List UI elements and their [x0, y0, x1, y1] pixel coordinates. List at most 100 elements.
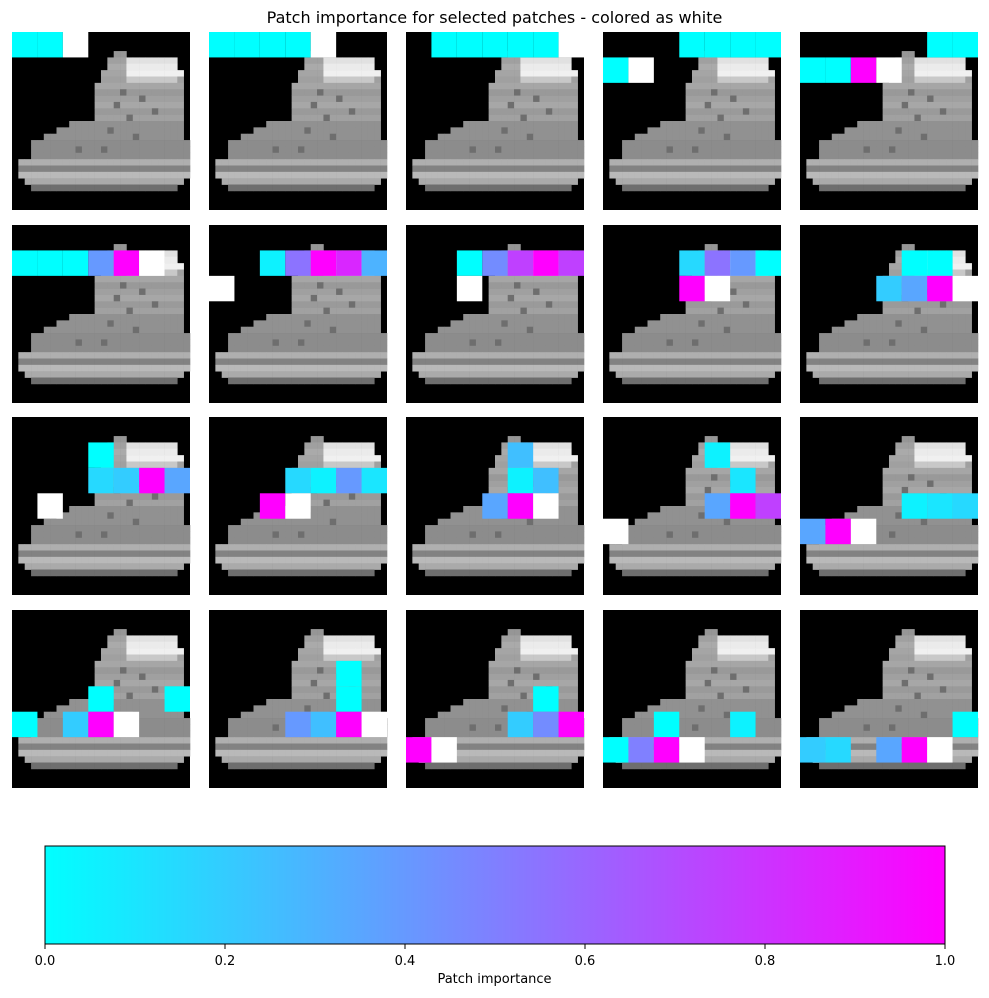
- image-pixel: [564, 95, 572, 103]
- image-pixel: [882, 121, 890, 128]
- image-pixel: [901, 95, 909, 103]
- image-pixel: [355, 377, 362, 385]
- image-pixel: [730, 364, 737, 372]
- image-pixel: [177, 282, 184, 289]
- image-pixel: [666, 326, 674, 334]
- image-pixel: [361, 275, 369, 283]
- image-pixel: [285, 345, 292, 353]
- image-pixel: [170, 140, 178, 147]
- image-pixel: [876, 133, 883, 141]
- image-pixel: [507, 152, 515, 160]
- image-pixel: [336, 57, 343, 65]
- image-pixel: [564, 371, 572, 378]
- image-pixel: [170, 550, 178, 558]
- image-pixel: [329, 184, 337, 192]
- image-pixel: [380, 531, 388, 539]
- image-pixel: [501, 377, 509, 385]
- image-pixel: [488, 288, 496, 296]
- image-pixel: [863, 320, 871, 328]
- image-pixel: [113, 314, 121, 321]
- image-pixel: [501, 282, 509, 289]
- image-pixel: [107, 57, 115, 65]
- image-pixel: [69, 358, 76, 366]
- image-pixel: [552, 301, 559, 308]
- image-pixel: [145, 288, 153, 296]
- image-pixel: [310, 499, 318, 507]
- image-pixel: [170, 70, 178, 77]
- image-pixel: [50, 531, 57, 539]
- image-pixel: [952, 82, 960, 90]
- image-pixel: [749, 333, 756, 340]
- image-pixel: [564, 474, 572, 481]
- image-pixel: [564, 294, 572, 302]
- image-pixel: [812, 165, 820, 173]
- image-pixel: [107, 146, 115, 154]
- image-pixel: [901, 333, 909, 340]
- image-pixel: [946, 171, 953, 179]
- image-pixel: [177, 121, 184, 128]
- image-pixel: [933, 121, 941, 128]
- image-pixel: [755, 165, 763, 173]
- image-pixel: [507, 63, 515, 71]
- image-pixel: [342, 333, 350, 340]
- image-pixel: [177, 89, 184, 96]
- image-pixel: [469, 140, 477, 147]
- image-pixel: [298, 70, 305, 77]
- image-pixel: [939, 127, 947, 135]
- image-pixel: [857, 171, 864, 179]
- image-pixel: [711, 171, 718, 179]
- panel-13: [406, 417, 585, 595]
- image-pixel: [545, 320, 553, 328]
- image-pixel: [310, 294, 318, 302]
- image-pixel: [253, 152, 261, 160]
- image-pixel: [463, 333, 470, 340]
- image-pixel: [717, 121, 725, 128]
- image-pixel: [736, 339, 744, 347]
- image-pixel: [164, 314, 172, 321]
- image-pixel: [361, 448, 369, 456]
- image-pixel: [291, 371, 299, 378]
- image-pixel: [285, 518, 292, 526]
- image-pixel: [507, 333, 515, 340]
- image-pixel: [126, 569, 134, 577]
- image-pixel: [31, 531, 38, 539]
- image-pixel: [520, 184, 528, 192]
- image-pixel: [348, 333, 356, 340]
- image-pixel: [43, 140, 51, 147]
- image-pixel: [552, 461, 559, 469]
- image-pixel: [889, 333, 896, 340]
- image-pixel: [170, 101, 178, 109]
- image-pixel: [374, 171, 381, 179]
- image-pixel: [520, 364, 528, 372]
- image-pixel: [101, 140, 108, 147]
- image-pixel: [692, 152, 699, 160]
- image-pixel: [228, 345, 235, 353]
- image-pixel: [958, 171, 966, 179]
- image-pixel: [723, 301, 731, 308]
- image-pixel: [552, 307, 559, 315]
- image-pixel: [946, 133, 953, 141]
- image-pixel: [456, 364, 464, 372]
- image-pixel: [869, 184, 877, 192]
- image-pixel: [774, 333, 782, 340]
- image-pixel: [234, 569, 242, 577]
- image-pixel: [56, 345, 64, 353]
- image-pixel: [348, 178, 356, 185]
- image-pixel: [151, 442, 159, 450]
- image-pixel: [914, 152, 922, 160]
- image-pixel: [215, 364, 223, 372]
- image-pixel: [139, 171, 146, 179]
- image-pixel: [253, 563, 261, 570]
- image-pixel: [730, 184, 737, 192]
- image-pixel: [94, 114, 102, 122]
- image-pixel: [120, 76, 127, 84]
- image-pixel: [545, 82, 553, 90]
- image-pixel: [507, 326, 515, 334]
- image-pixel: [482, 320, 489, 328]
- image-pixel: [298, 140, 305, 147]
- image-pixel: [323, 563, 331, 570]
- image-pixel: [367, 57, 375, 65]
- image-pixel: [94, 518, 102, 526]
- image-pixel: [120, 282, 127, 289]
- image-pixel: [355, 133, 362, 141]
